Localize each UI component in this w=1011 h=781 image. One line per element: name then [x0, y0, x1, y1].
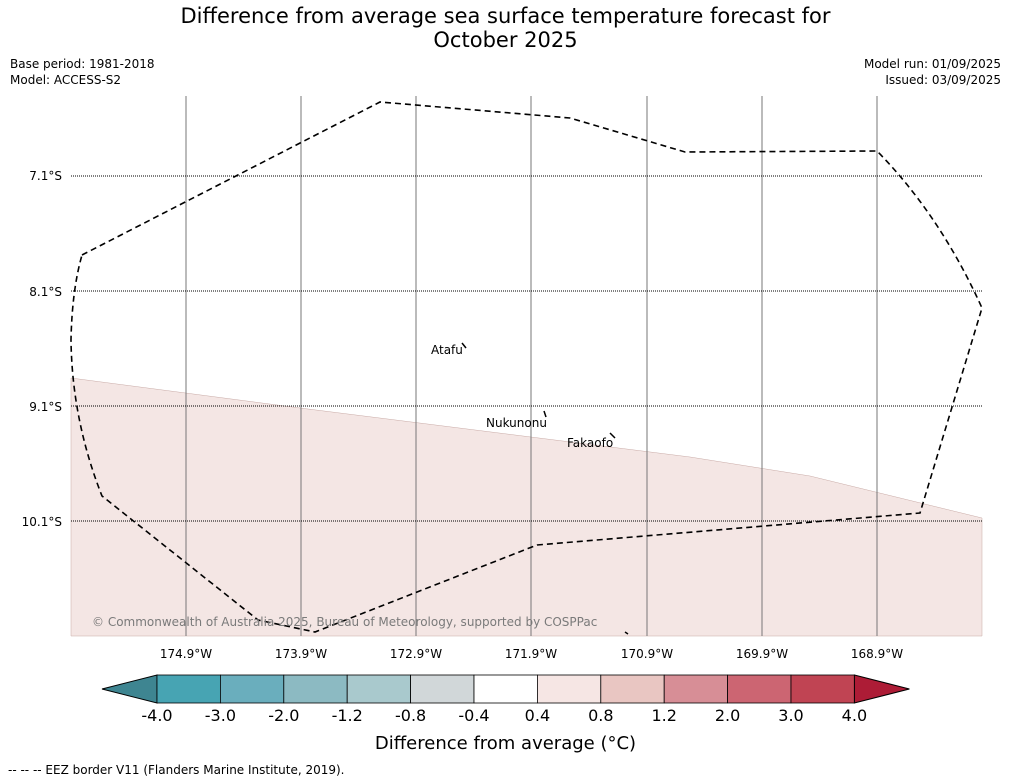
lon-label: 172.9°W — [390, 647, 442, 661]
colorbar-segment — [790, 674, 855, 704]
lon-label: 169.9°W — [736, 647, 788, 661]
meta-right: Model run: 01/09/2025 Issued: 03/09/2025 — [864, 56, 1001, 88]
place-label-atafu: Atafu — [431, 343, 463, 357]
title-line-1: Difference from average sea surface temp… — [180, 4, 831, 28]
latitude-labels: 7.1°S 8.1°S 9.1°S 10.1°S — [22, 169, 62, 529]
small-island — [624, 631, 629, 635]
fakaofo-island — [609, 432, 616, 439]
nukunonu-island — [543, 410, 547, 418]
colorbar: -4.0 -3.0 -2.0 -1.2 -0.8 -0.4 0.4 0.8 1.2 2.0 3.0 4… — [101, 674, 910, 725]
colorbar-segment — [156, 674, 221, 704]
lon-label: 173.9°W — [275, 647, 327, 661]
colorbar-tick-label: -3.0 — [205, 706, 236, 725]
colorbar-segment — [410, 674, 475, 704]
base-period: Base period: 1981-2018 — [10, 57, 155, 71]
colorbar-tick-label: -0.8 — [395, 706, 426, 725]
colorbar-tick-label: -1.2 — [332, 706, 363, 725]
colorbar-segment — [283, 674, 348, 704]
lon-label: 171.9°W — [505, 647, 557, 661]
colorbar-segment — [473, 674, 538, 704]
model-name: Model: ACCESS-S2 — [10, 73, 122, 87]
lat-label: 9.1°S — [29, 400, 62, 414]
atafu-island — [461, 342, 467, 349]
model-run: Model run: 01/09/2025 — [863, 57, 1001, 71]
lon-label: 174.9°W — [160, 647, 212, 661]
colorbar-label: Difference from average (°C) — [374, 733, 637, 754]
colorbar-tick-label: 4.0 — [842, 706, 867, 725]
colorbar-tick-label: 2.0 — [715, 706, 740, 725]
place-label-nukunonu: Nukunonu — [486, 416, 547, 430]
lat-label: 7.1°S — [29, 169, 62, 183]
meridian-lines — [185, 96, 878, 636]
issued-date: Issued: 03/09/2025 — [885, 73, 1001, 87]
colorbar-tick-label: 3.0 — [778, 706, 803, 725]
colorbar-extend-high — [853, 674, 910, 704]
longitude-labels: 174.9°W 173.9°W 172.9°W 171.9°W 170.9°W … — [160, 647, 903, 661]
colorbar-segment — [346, 674, 412, 704]
colorbar-tick-label: -2.0 — [268, 706, 299, 725]
eez-border — [70, 101, 983, 633]
anomaly-region — [70, 377, 983, 637]
eez-legend-footer: -- -- -- EEZ border V11 (Flanders Marine… — [8, 763, 345, 777]
colorbar-tick-label: -4.0 — [141, 706, 172, 725]
colorbar-tick-label: -0.4 — [458, 706, 489, 725]
meta-left: Base period: 1981-2018 Model: ACCESS-S2 — [10, 56, 155, 88]
lon-label: 170.9°W — [621, 647, 673, 661]
lat-label: 8.1°S — [29, 285, 62, 299]
title-line-2: October 2025 — [433, 28, 578, 52]
lon-label: 168.9°W — [851, 647, 903, 661]
copyright-text: © Commonwealth of Australia 2025, Bureau… — [92, 615, 597, 629]
colorbar-segment — [663, 674, 729, 704]
colorbar-tick-label: 1.2 — [651, 706, 676, 725]
colorbar-segment — [600, 674, 665, 704]
colorbar-tick-label: 0.4 — [525, 706, 550, 725]
colorbar-segment — [727, 674, 792, 704]
colorbar-extend-low — [101, 674, 158, 704]
colorbar-tick-label: 0.8 — [588, 706, 613, 725]
map-title: Difference from average sea surface temp… — [0, 4, 1011, 52]
colorbar-segment — [537, 674, 602, 704]
place-label-fakaofo: Fakaofo — [567, 436, 613, 450]
colorbar-segment — [219, 674, 285, 704]
lat-label: 10.1°S — [22, 515, 62, 529]
